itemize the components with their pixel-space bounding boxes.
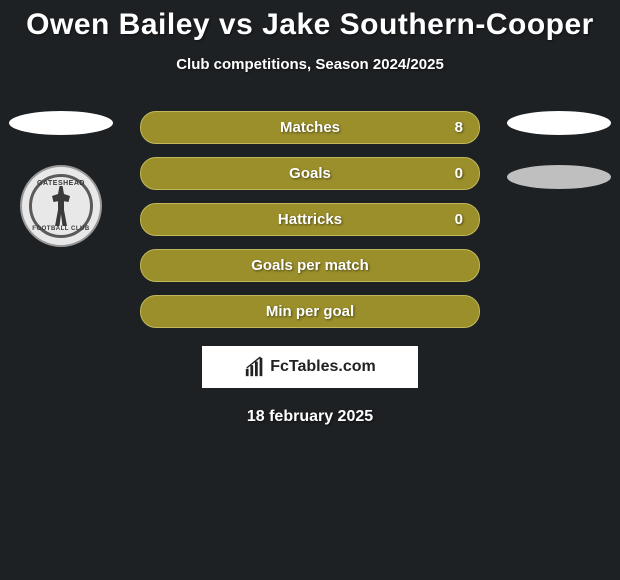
stat-bar-label: Min per goal <box>266 303 354 320</box>
stats-area: GATESHEAD FOOTBALL CLUB Matches8Goals0Ha… <box>0 111 620 328</box>
crest-ring: GATESHEAD FOOTBALL CLUB <box>29 174 93 238</box>
page-title: Owen Bailey vs Jake Southern-Cooper <box>0 0 620 42</box>
stat-bar-label: Matches <box>280 119 340 136</box>
date-text: 18 february 2025 <box>0 408 620 426</box>
left-player-column: GATESHEAD FOOTBALL CLUB <box>6 111 116 247</box>
stat-bar-right-value: 8 <box>455 119 463 136</box>
stat-bar: Goals 0 <box>140 157 480 190</box>
crest-bottom-text: FOOTBALL CLUB <box>32 226 90 232</box>
right-ellipse-2 <box>507 165 611 189</box>
stat-bar-right-value: 0 <box>455 165 463 182</box>
stat-bar: Min per goal <box>140 295 480 328</box>
crest-figure-icon <box>46 186 76 226</box>
crest-top-text: GATESHEAD <box>32 180 90 187</box>
stat-bar: Matches 8 <box>140 111 480 144</box>
club-crest-left: GATESHEAD FOOTBALL CLUB <box>20 165 102 247</box>
stat-bar-right-value: 0 <box>455 211 463 228</box>
bar-chart-icon <box>244 356 266 378</box>
left-ellipse <box>9 111 113 135</box>
stat-bar-label: Goals per match <box>251 257 369 274</box>
stat-bar: Hattricks 0 <box>140 203 480 236</box>
footer-brand-box: FcTables.com <box>202 346 418 388</box>
right-player-column <box>504 111 614 189</box>
comparison-infographic: Owen Bailey vs Jake Southern-Cooper Club… <box>0 0 620 580</box>
page-subtitle: Club competitions, Season 2024/2025 <box>0 56 620 73</box>
footer-brand-text: FcTables.com <box>270 358 376 376</box>
right-ellipse-1 <box>507 111 611 135</box>
stat-bar-label: Goals <box>289 165 331 182</box>
stat-bar-label: Hattricks <box>278 211 342 228</box>
stat-bar: Goals per match <box>140 249 480 282</box>
stat-bars-container: Matches 8 Goals 0 Hattricks 0 Goals per match M… <box>140 111 480 328</box>
